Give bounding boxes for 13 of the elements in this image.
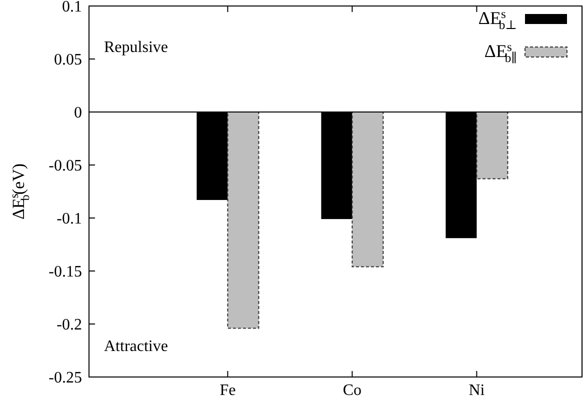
x-tick-label: Ni — [468, 382, 486, 399]
y-tick-label: 0 — [74, 104, 82, 122]
x-tick-label: Co — [342, 382, 362, 399]
y-tick-label: -0.2 — [56, 316, 82, 334]
y-tick-label: -0.15 — [48, 264, 82, 281]
x-tick-label: Fe — [220, 382, 236, 399]
annotation: Attractive — [104, 338, 168, 355]
annotation: Repulsive — [104, 39, 168, 56]
y-tick-label: -0.25 — [48, 370, 82, 387]
y-tick-label: -0.1 — [56, 210, 82, 228]
y-tick-label: -0.05 — [48, 158, 82, 175]
y-tick-label: 0.05 — [54, 52, 82, 69]
y-tick-label: 0.1 — [62, 0, 82, 16]
